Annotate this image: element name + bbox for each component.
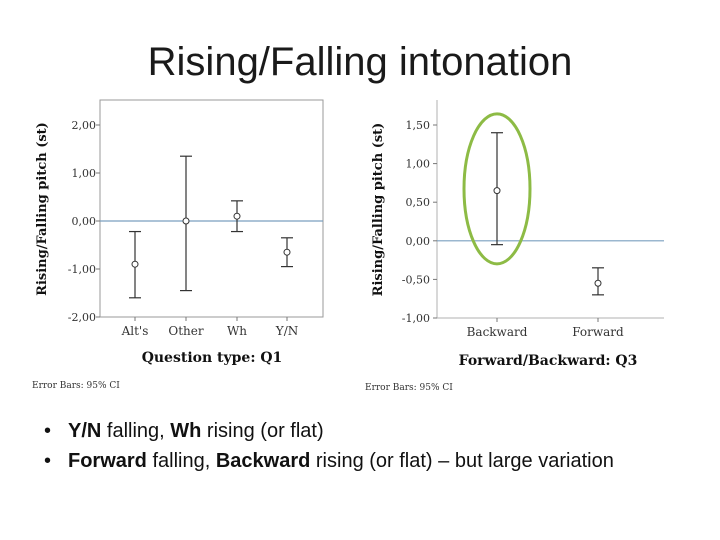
y-tick-label: -2,00 — [68, 311, 96, 324]
bullet-item: • Y/N falling, Wh rising (or flat) — [44, 416, 614, 446]
bullet-bold: Backward — [215, 450, 311, 472]
mean-point — [283, 248, 291, 256]
y-tick-label: 1,00 — [72, 167, 97, 180]
y-axis-label: Rising/Falling pitch (st) — [371, 123, 386, 297]
mean-point — [131, 260, 139, 268]
bullet-text: falling, — [101, 420, 171, 442]
y-tick-label: 1,00 — [406, 158, 431, 171]
slide-title: Rising/Falling intonation — [147, 40, 573, 84]
x-tick-label: Other — [168, 324, 203, 338]
bullet-item: • Forward falling, Backward rising (or fl… — [44, 446, 614, 476]
mean-point — [594, 279, 602, 287]
plot-frame — [99, 99, 324, 318]
y-tick-label: -0,50 — [402, 273, 430, 286]
bullet-dot: • — [44, 420, 52, 442]
x-tick-label: Forward — [572, 325, 624, 339]
x-axis-label: Question type: Q1 — [142, 350, 283, 366]
bullet-text: falling, — [146, 450, 216, 472]
error-bars-footnote: Error Bars: 95% CI — [365, 383, 453, 393]
bullet-text: rising (or flat) – but large variation — [310, 450, 614, 472]
x-tick-label: Wh — [227, 324, 247, 338]
mean-point — [182, 217, 190, 225]
y-tick-label: 2,00 — [72, 119, 97, 132]
y-axis-label: Rising/Falling pitch (st) — [35, 122, 50, 296]
charts-area: 2,00 1,00 0,00 -1,00 -2,00 Alt's Other Wh Y/N Ris… — [32, 99, 664, 393]
y-tick-label: 1,50 — [406, 119, 431, 132]
bullet-bold: Y/N — [68, 420, 102, 442]
y-tick-label: 0,00 — [72, 215, 97, 228]
bullet-text: rising (or flat) — [201, 420, 324, 442]
y-tick-label: -1,00 — [68, 263, 96, 276]
bullet-bold: Wh — [170, 420, 202, 442]
x-tick-label: Alt's — [121, 324, 149, 338]
bullet-bold: Forward — [68, 450, 147, 472]
error-bars-footnote: Error Bars: 95% CI — [32, 381, 120, 391]
y-tick-label: -1,00 — [402, 312, 430, 325]
x-tick-label: Y/N — [275, 324, 298, 338]
bullet-dot: • — [44, 450, 52, 472]
x-axis-label: Forward/Backward: Q3 — [459, 353, 638, 369]
bullet-list: • Y/N falling, Wh rising (or flat) • Forwa… — [44, 416, 614, 476]
y-tick-label: 0,50 — [406, 196, 431, 209]
highlight-ellipse — [462, 112, 532, 266]
y-tick-label: 0,00 — [406, 235, 431, 248]
mean-point — [493, 187, 501, 195]
x-tick-label: Backward — [467, 325, 528, 339]
mean-point — [233, 212, 241, 220]
